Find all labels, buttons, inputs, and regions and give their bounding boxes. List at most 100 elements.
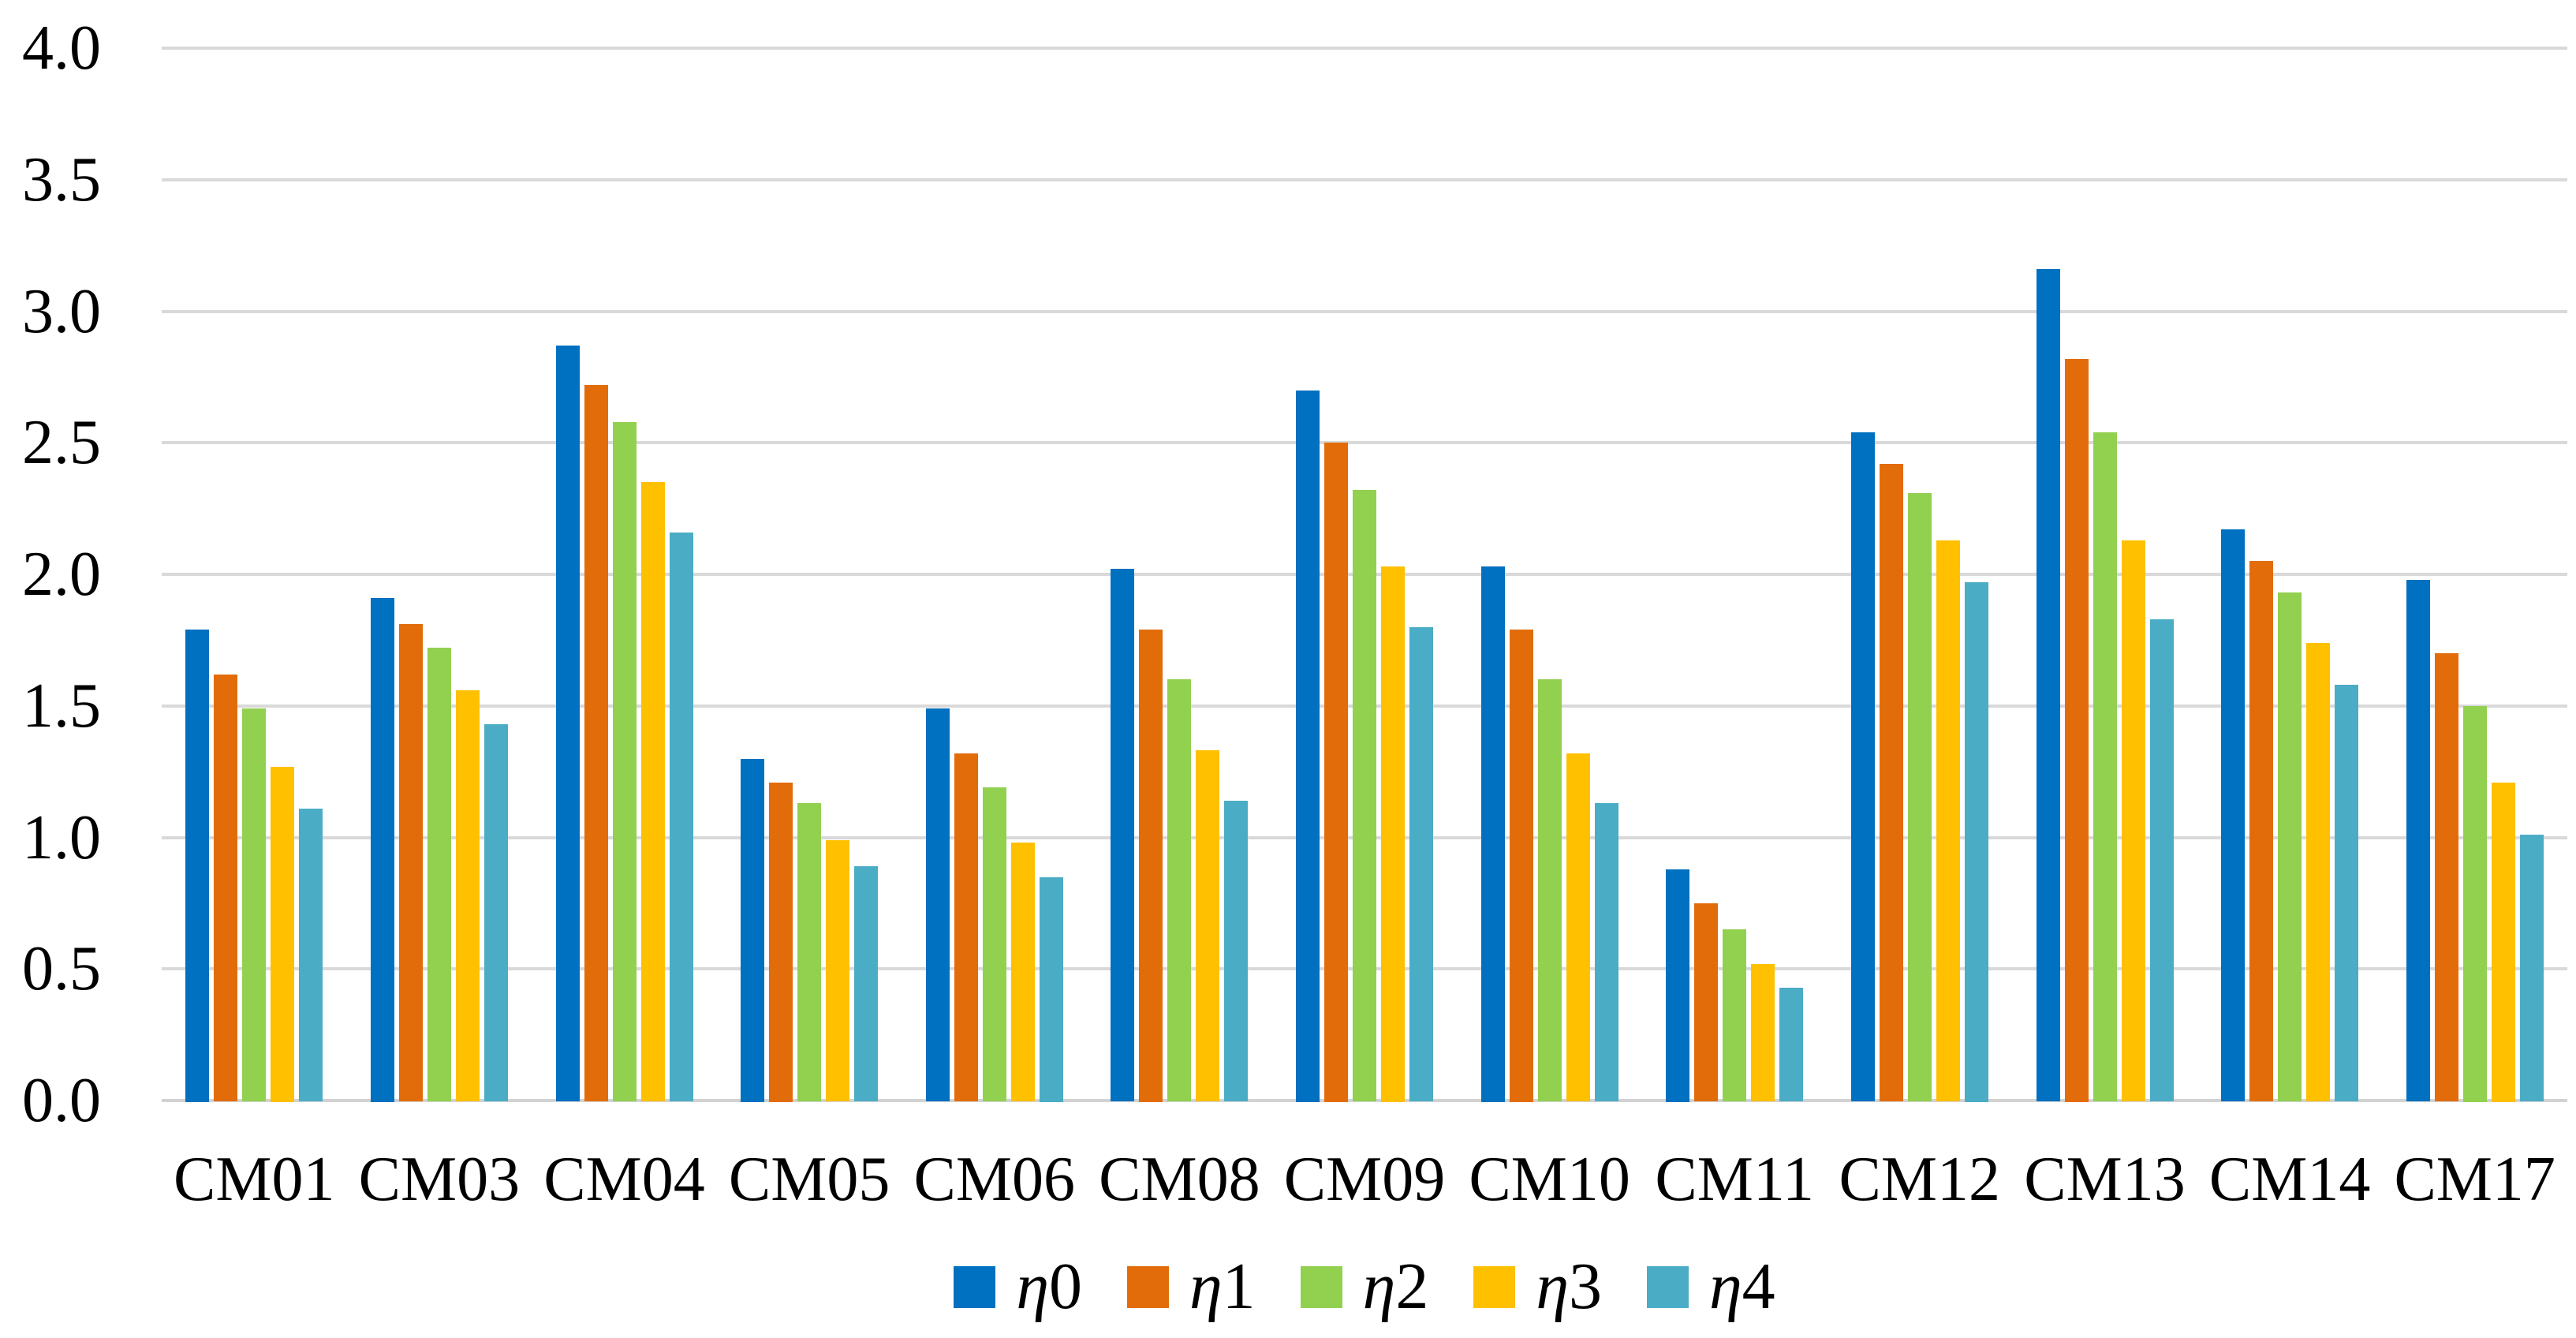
bar-CM10-η4	[1594, 803, 1618, 1102]
y-tick-0.5: 0.5	[22, 934, 101, 1004]
legend-label-η3: η3	[1536, 1250, 1602, 1323]
bar-CM11-η4	[1779, 987, 1804, 1102]
bar-CM08-η4	[1224, 800, 1249, 1102]
legend-label-η2: η2	[1362, 1250, 1429, 1323]
x-label-CM10: CM10	[1469, 1144, 1630, 1214]
bar-CM03-η4	[483, 724, 508, 1102]
bar-CM14-η1	[2249, 561, 2274, 1102]
bar-CM13-η2	[2093, 432, 2117, 1102]
x-label-CM05: CM05	[728, 1144, 890, 1214]
gridline-3.0	[162, 309, 2567, 313]
x-label-CM13: CM13	[2024, 1144, 2186, 1214]
bar-CM10-η0	[1480, 566, 1505, 1102]
x-label-CM06: CM06	[913, 1144, 1076, 1214]
legend-item-η2: η2	[1300, 1247, 1429, 1326]
legend-swatch-η1	[1126, 1265, 1169, 1308]
legend-swatch-η2	[1300, 1265, 1342, 1308]
bar-CM14-η3	[2306, 642, 2331, 1102]
bar-CM12-η4	[1964, 582, 1988, 1102]
x-label-CM09: CM09	[1283, 1144, 1446, 1214]
bar-CM17-η4	[2519, 835, 2544, 1102]
legend-item-η4: η4	[1647, 1247, 1775, 1326]
gridline-2.5	[162, 441, 2567, 445]
bar-CM01-η4	[299, 808, 323, 1102]
bar-CM05-η3	[826, 839, 850, 1102]
x-label-CM12: CM12	[1839, 1144, 2001, 1214]
y-tick-4.0: 4.0	[22, 13, 101, 83]
bar-CM06-η0	[925, 708, 950, 1102]
bar-CM12-η1	[1879, 463, 1903, 1102]
legend-label-η4: η4	[1709, 1250, 1775, 1323]
bar-CM08-η2	[1167, 679, 1192, 1102]
bar-CM11-η2	[1723, 929, 1747, 1102]
bar-CM08-η1	[1139, 630, 1163, 1102]
x-label-CM14: CM14	[2208, 1144, 2371, 1214]
bar-CM06-η2	[982, 787, 1006, 1102]
x-label-CM04: CM04	[543, 1144, 705, 1214]
bar-CM12-η2	[1907, 492, 1932, 1102]
bar-CM12-η0	[1850, 432, 1875, 1102]
x-label-CM11: CM11	[1655, 1144, 1814, 1214]
bar-CM11-η3	[1751, 963, 1775, 1102]
legend-item-η3: η3	[1473, 1247, 1602, 1326]
gridline-4.0	[162, 47, 2567, 50]
bar-CM04-η0	[555, 345, 580, 1102]
y-tick-2.5: 2.5	[22, 408, 101, 478]
bar-CM10-η2	[1537, 679, 1562, 1102]
bar-CM01-η0	[185, 630, 210, 1102]
bar-CM14-η4	[2335, 685, 2359, 1102]
bar-CM01-η3	[271, 766, 295, 1102]
bar-CM05-η0	[741, 758, 765, 1102]
bar-CM09-η3	[1381, 566, 1405, 1102]
bar-CM13-η0	[2036, 269, 2060, 1102]
x-label-CM17: CM17	[2394, 1144, 2555, 1214]
bar-CM05-η4	[854, 866, 879, 1102]
bar-CM09-η2	[1353, 490, 1376, 1102]
bar-CM04-η3	[640, 482, 665, 1102]
bar-CM17-η1	[2434, 653, 2458, 1102]
bar-CM14-η0	[2221, 529, 2246, 1102]
bar-CM03-η1	[398, 624, 423, 1102]
bar-CM06-η3	[1010, 843, 1035, 1102]
bar-CM08-η3	[1196, 750, 1220, 1102]
bar-CM10-η3	[1566, 753, 1590, 1102]
bar-CM09-η1	[1324, 443, 1348, 1102]
bar-CM01-η2	[242, 708, 267, 1102]
bar-CM17-η2	[2462, 705, 2487, 1102]
bar-CM12-η3	[1936, 540, 1960, 1102]
plot-area	[162, 47, 2567, 1102]
bar-CM09-η4	[1409, 626, 1433, 1102]
bar-CM06-η1	[954, 753, 978, 1102]
y-tick-1.0: 1.0	[22, 802, 101, 873]
bar-CM10-η1	[1509, 630, 1533, 1102]
y-tick-1.5: 1.5	[22, 671, 101, 741]
legend-swatch-η0	[954, 1265, 996, 1308]
bar-CM03-η3	[455, 690, 480, 1102]
legend: η0 η1 η2 η3 η4	[162, 1240, 2567, 1333]
bar-CM06-η4	[1039, 876, 1063, 1102]
bar-CM11-η0	[1666, 869, 1690, 1102]
bar-CM08-η0	[1111, 569, 1135, 1102]
bar-CM01-η1	[214, 674, 238, 1102]
bar-CM13-η1	[2064, 358, 2089, 1102]
legend-swatch-η4	[1647, 1265, 1689, 1308]
x-label-CM08: CM08	[1099, 1144, 1260, 1214]
bar-CM17-η0	[2406, 579, 2430, 1102]
bar-CM14-η2	[2278, 592, 2302, 1102]
bar-CM17-η3	[2491, 782, 2515, 1102]
legend-item-η0: η0	[954, 1247, 1082, 1326]
bar-CM03-η0	[370, 598, 394, 1102]
bar-CM13-η3	[2121, 540, 2145, 1102]
bar-CM04-η4	[669, 532, 693, 1102]
y-tick-2.0: 2.0	[22, 540, 101, 609]
legend-swatch-η3	[1473, 1265, 1516, 1308]
y-tick-3.5: 3.5	[22, 144, 101, 215]
x-label-CM03: CM03	[358, 1144, 521, 1214]
y-tick-0.0: 0.0	[22, 1066, 101, 1135]
bar-CM09-η0	[1296, 390, 1320, 1102]
bar-CM11-η1	[1694, 903, 1719, 1102]
bar-CM04-η2	[612, 421, 637, 1102]
legend-label-η1: η1	[1189, 1250, 1256, 1323]
bar-CM04-η1	[584, 384, 608, 1102]
